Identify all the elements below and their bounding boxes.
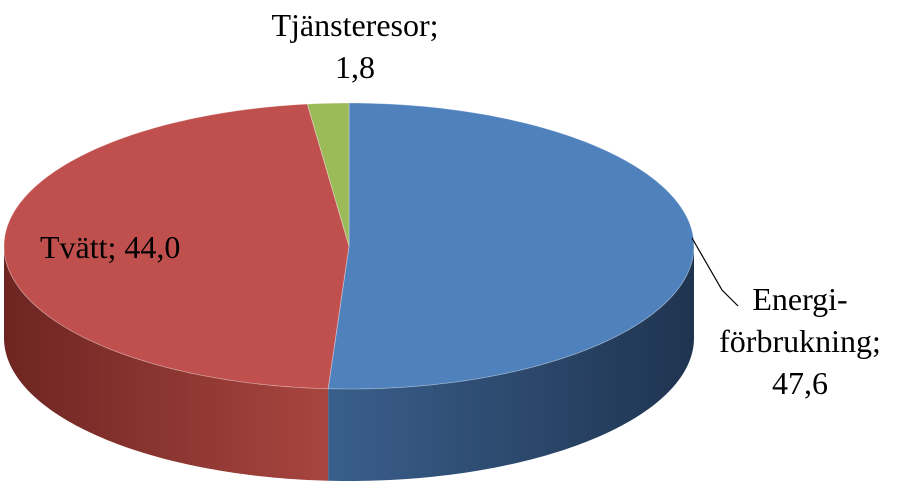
value-label: 47,6 <box>772 365 828 401</box>
slice <box>3 103 350 390</box>
category-label: Tjänsteresor; <box>271 7 439 43</box>
data-label: Energi-förbrukning; 47,6 <box>690 278 910 404</box>
slice-side <box>4 246 329 481</box>
slice-side <box>328 246 694 481</box>
slice <box>306 102 350 247</box>
leader-line <box>691 237 739 307</box>
value-label: 44,0 <box>124 229 181 265</box>
category-label: Tvätt; <box>40 229 117 265</box>
slice <box>327 102 695 390</box>
value-label: 1,8 <box>335 49 375 85</box>
data-label: Tvätt; 44,0 <box>40 226 180 268</box>
category-label: Energi-förbrukning; <box>719 281 881 359</box>
data-label: Tjänsteresor; 1,8 <box>215 4 495 88</box>
